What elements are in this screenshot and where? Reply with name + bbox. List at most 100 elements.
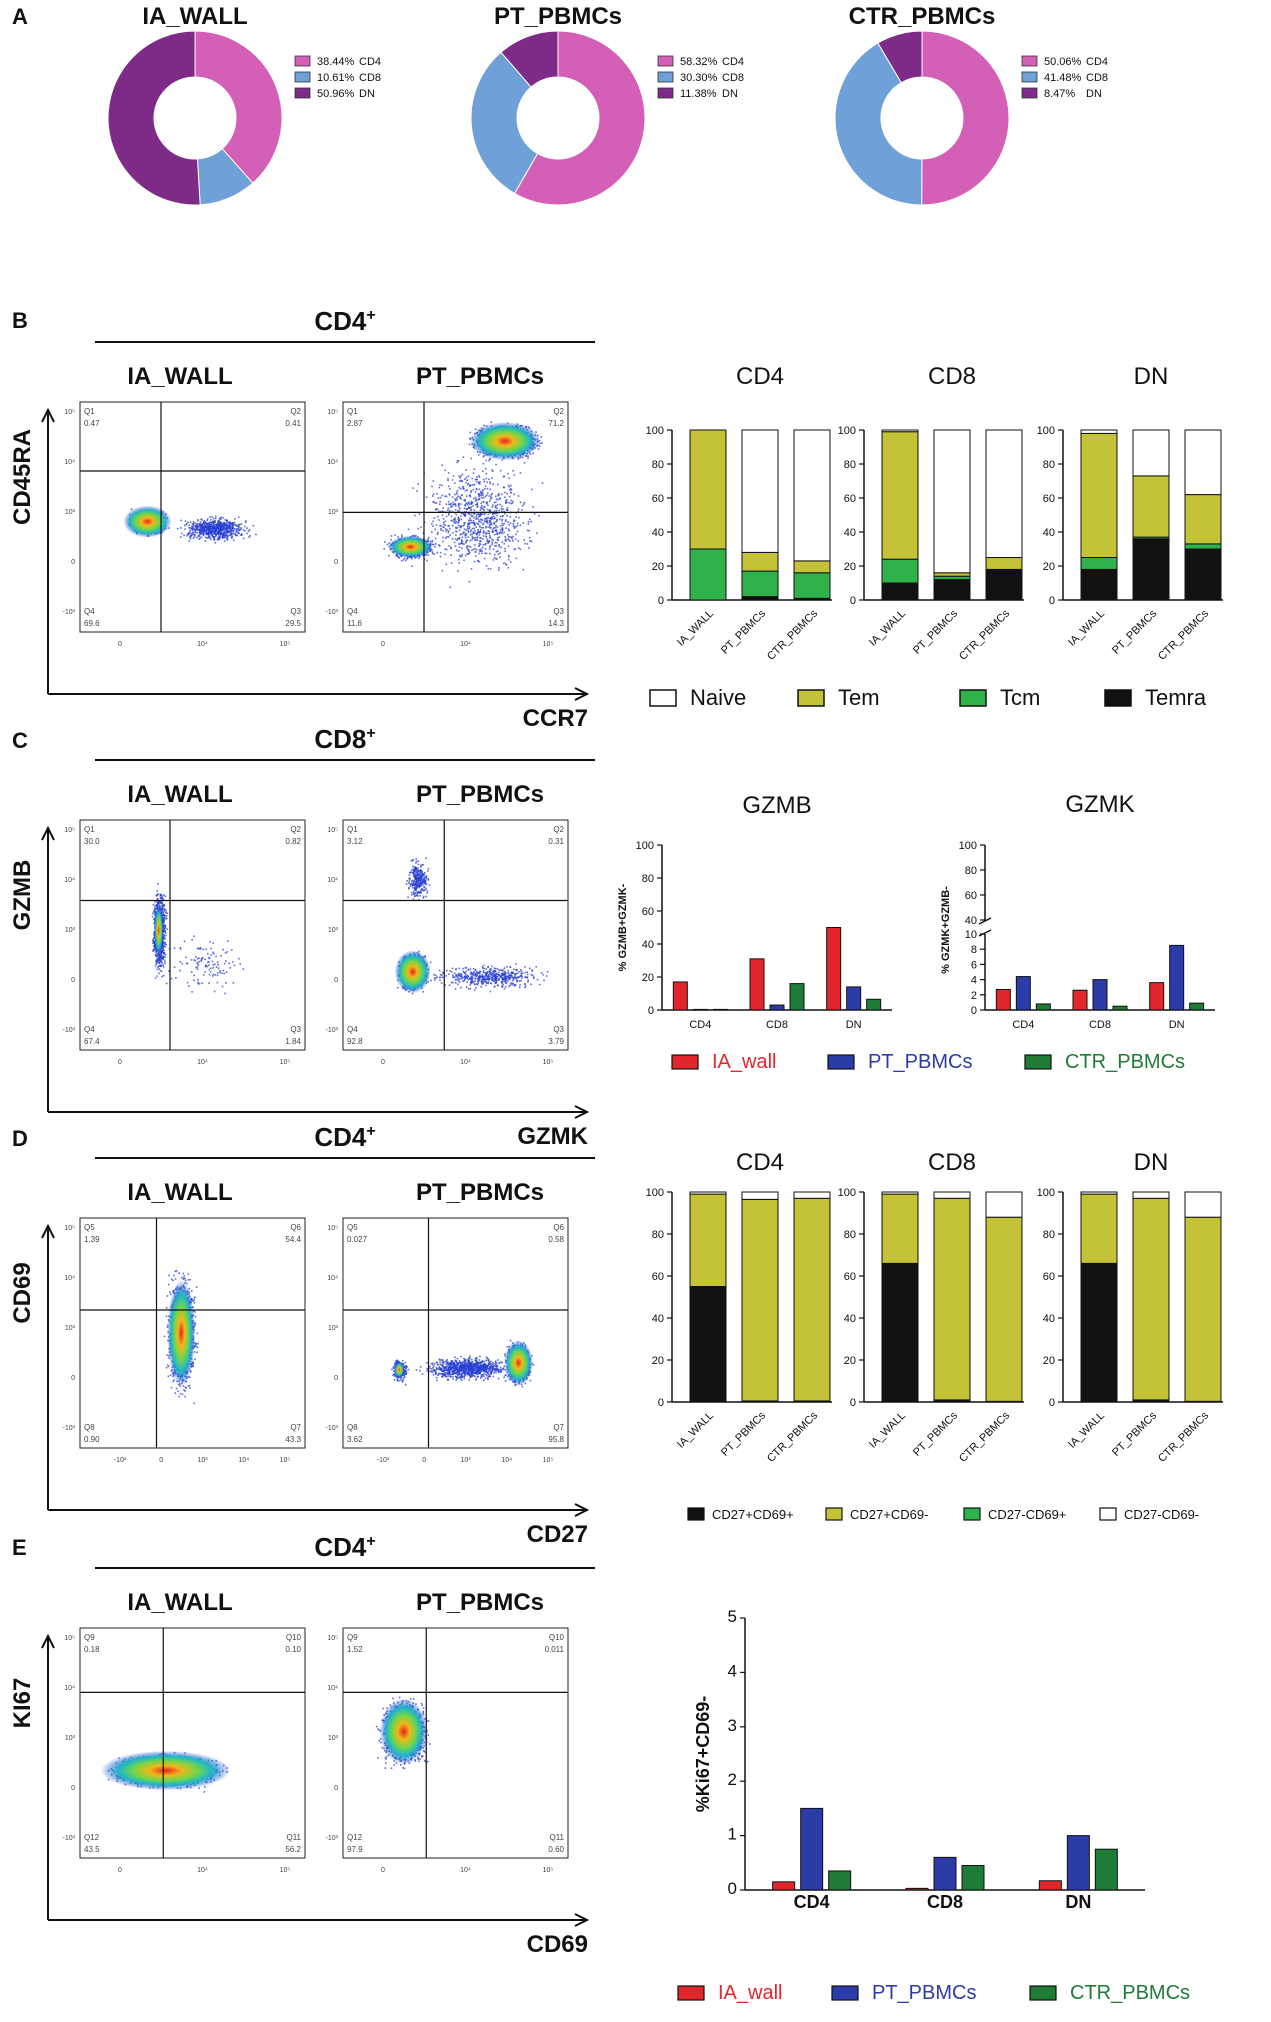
event-dot (224, 531, 227, 534)
donut-slice-dn (107, 30, 201, 206)
y-tick-label: 10³ (328, 509, 339, 516)
event-dot (449, 527, 451, 530)
event-dot (444, 548, 447, 551)
event-dot (448, 503, 450, 506)
event-dot (229, 527, 231, 530)
event-dot (204, 536, 207, 539)
slice-label: CD4 (359, 56, 381, 68)
event-dot (460, 518, 463, 521)
event-dot (504, 547, 506, 550)
event-dot (482, 522, 485, 525)
event-dot (508, 501, 511, 504)
event-dot (465, 469, 467, 471)
event-dot (213, 521, 216, 523)
event-dot (192, 533, 195, 536)
event-dot (470, 515, 473, 518)
event-dot (451, 524, 454, 527)
event-dot (515, 557, 518, 560)
event-dot (495, 463, 497, 466)
event-dot (491, 506, 494, 508)
event-dot (479, 540, 482, 543)
event-dot (205, 537, 208, 539)
event-dot (466, 527, 469, 530)
event-dot (490, 496, 492, 498)
event-dot (212, 521, 215, 523)
event-dot (219, 532, 222, 535)
panel-header: CD8+ (314, 724, 375, 754)
event-dot (507, 528, 510, 531)
event-dot (501, 527, 504, 529)
event-dot (502, 524, 504, 527)
event-dot (441, 494, 444, 497)
event-dot (162, 966, 165, 968)
event-dot (519, 524, 522, 527)
event-dot (235, 531, 238, 533)
event-dot (489, 546, 491, 548)
flow-plot-1 (342, 401, 569, 633)
event-dot (496, 518, 498, 521)
event-dot (507, 534, 509, 536)
event-dot (208, 526, 210, 528)
event-dot (468, 526, 471, 528)
event-dot (478, 520, 480, 523)
event-dot (204, 521, 207, 523)
event-dot (469, 437, 471, 440)
event-dot (448, 545, 450, 547)
event-dot (482, 535, 485, 537)
event-dot (488, 548, 491, 550)
event-dot (440, 527, 442, 530)
event-dot (208, 528, 210, 531)
event-dot (500, 546, 502, 549)
event-dot (517, 540, 520, 542)
event-dot (212, 528, 214, 530)
quadrant-label: 0.47 (84, 419, 100, 428)
event-dot (454, 505, 457, 507)
event-dot (224, 524, 226, 526)
event-dot (506, 492, 508, 495)
event-dot (454, 538, 457, 541)
legend-swatch-dn (1021, 87, 1038, 99)
event-dot (469, 519, 471, 521)
y-tick-label: -10³ (63, 609, 76, 616)
donut-slice-cd4 (921, 30, 1010, 206)
event-dot (441, 569, 444, 572)
event-dot (498, 536, 501, 538)
event-dot (458, 562, 461, 564)
event-dot (447, 500, 450, 503)
x-tick-label: 10⁴ (460, 641, 471, 648)
event-dot (512, 522, 515, 525)
event-dot (442, 507, 444, 509)
event-dot (489, 482, 492, 485)
event-dot (507, 472, 509, 475)
event-dot (485, 477, 488, 480)
event-dot (450, 502, 452, 505)
event-dot (485, 459, 488, 462)
event-dot (161, 901, 164, 904)
slice-label: CD4 (722, 56, 744, 68)
event-dot (492, 517, 494, 520)
event-dot (435, 524, 438, 526)
event-dot (478, 488, 481, 491)
event-dot (184, 528, 186, 530)
event-dot (463, 543, 465, 545)
event-dot (526, 543, 529, 545)
event-dot (510, 499, 512, 502)
event-dot (233, 529, 235, 532)
event-dot (199, 527, 202, 530)
event-dot (455, 513, 458, 516)
event-dot (457, 516, 460, 519)
event-dot (194, 531, 197, 533)
event-dot (495, 550, 498, 553)
event-dot (521, 509, 523, 511)
event-dot (464, 499, 466, 501)
event-dot (485, 472, 488, 475)
event-dot (450, 506, 453, 508)
event-dot (532, 506, 534, 508)
event-dot (213, 527, 216, 530)
event-dot (214, 519, 216, 522)
flow-plot-title: IA_WALL (127, 781, 232, 808)
quadrant-label: Q4 (347, 607, 358, 616)
event-dot (432, 500, 435, 503)
event-dot (195, 524, 198, 526)
event-dot (496, 526, 499, 528)
